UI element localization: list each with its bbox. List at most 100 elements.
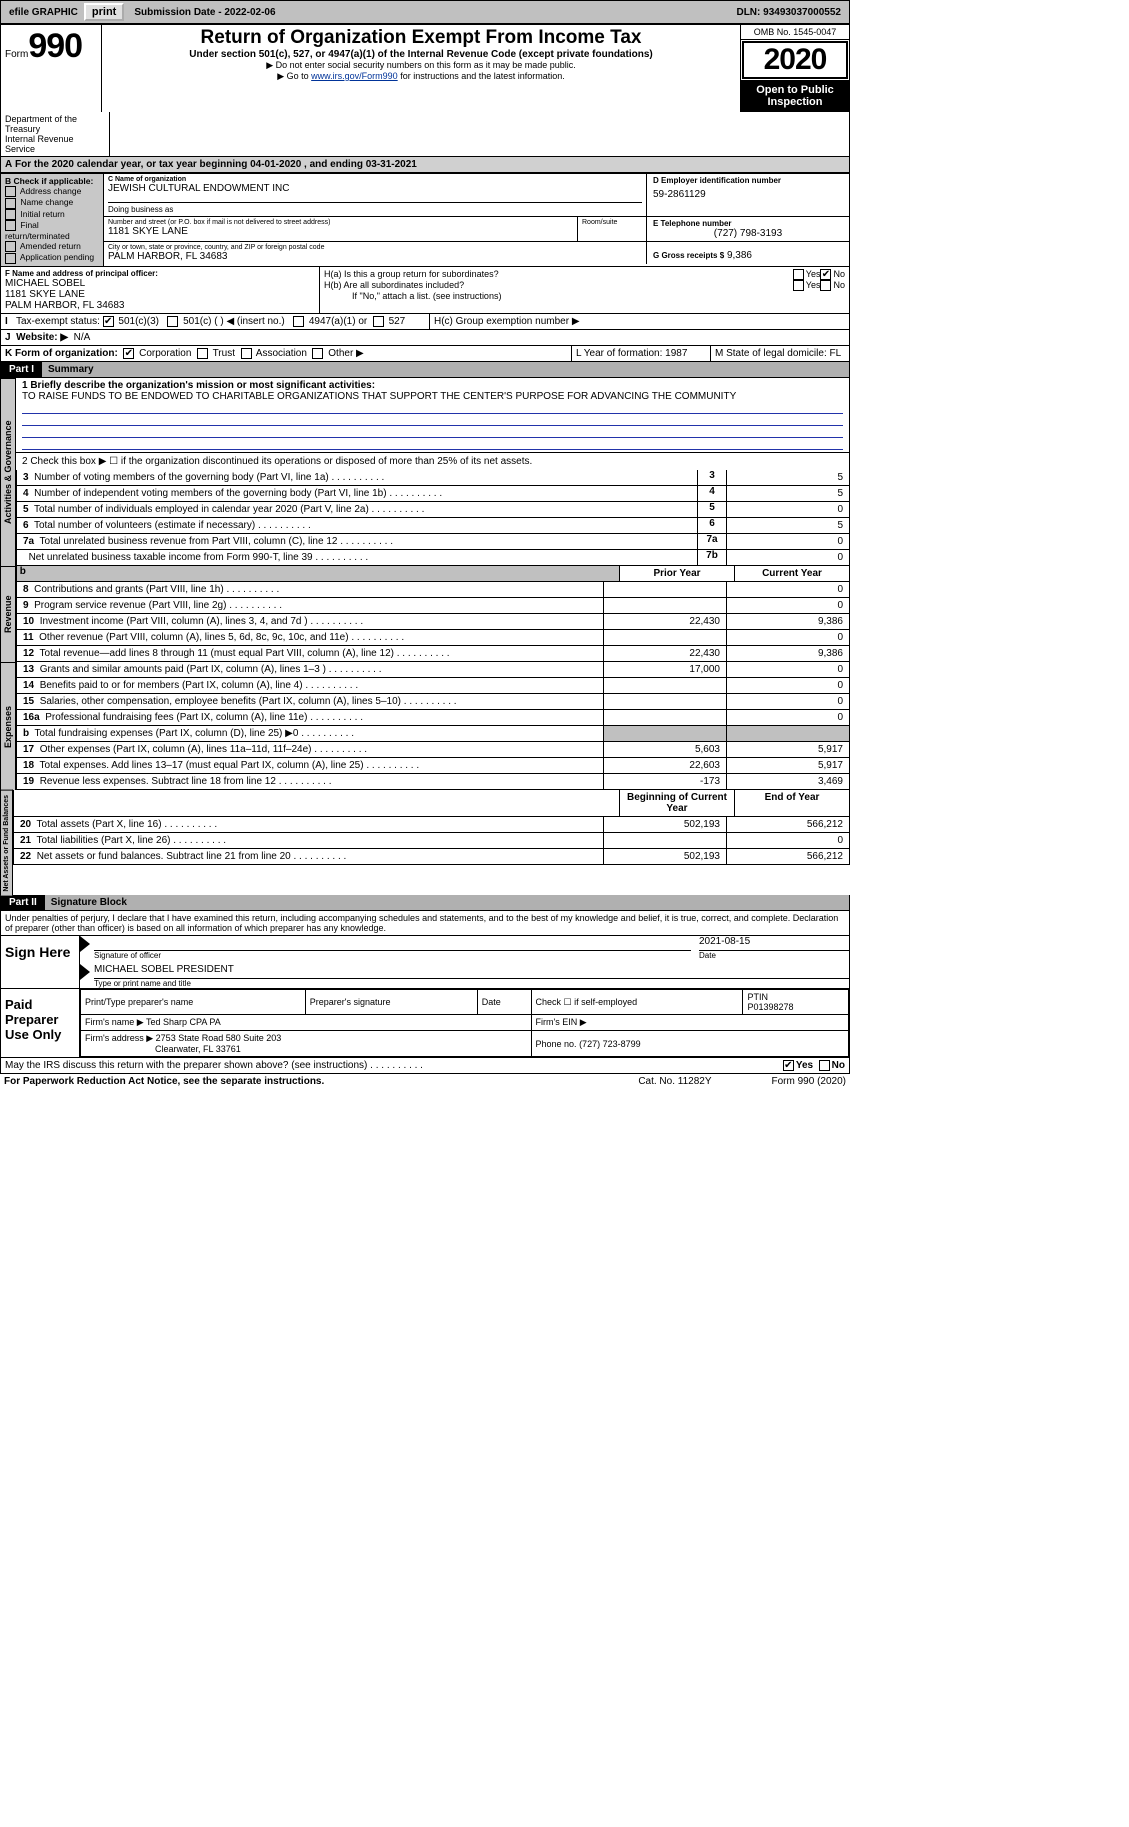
d-label: D Employer identification number — [653, 176, 781, 185]
k-trust[interactable] — [197, 348, 208, 359]
curr-hdr: Current Year — [734, 566, 849, 581]
table-row: 12 Total revenue—add lines 8 through 11 … — [16, 646, 850, 662]
sig-officer-label: Signature of officer — [94, 951, 691, 960]
ha-no[interactable] — [820, 269, 831, 280]
table-row: 10 Investment income (Part VIII, column … — [16, 614, 850, 630]
table-row: 9 Program service revenue (Part VIII, li… — [16, 598, 850, 614]
table-row: 14 Benefits paid to or for members (Part… — [16, 678, 850, 694]
table-row: 3 Number of voting members of the govern… — [16, 470, 850, 486]
table-row: 17 Other expenses (Part IX, column (A), … — [16, 742, 850, 758]
begin-hdr: Beginning of Current Year — [619, 790, 734, 816]
part2-title: Signature Block — [45, 895, 849, 910]
firm-phone: (727) 723-8799 — [579, 1039, 641, 1049]
omb: OMB No. 1545-0047 — [741, 25, 849, 40]
exp-label: Expenses — [0, 662, 16, 790]
hc-label: H(c) Group exemption number ▶ — [430, 314, 849, 329]
end-hdr: End of Year — [734, 790, 849, 816]
officer-addr1: 1181 SKYE LANE — [5, 289, 315, 300]
k-corp[interactable] — [123, 348, 134, 359]
discuss-no[interactable] — [819, 1060, 830, 1071]
tax-year: 2020 — [742, 41, 848, 79]
irs-link[interactable]: www.irs.gov/Form990 — [311, 71, 398, 81]
b-checkbox[interactable]: Initial return — [5, 209, 99, 220]
q2: 2 Check this box ▶ ☐ if the organization… — [16, 453, 850, 470]
subdate-label: Submission Date - 2022-02-06 — [128, 7, 281, 18]
hb-no[interactable] — [820, 280, 831, 291]
footer-cat: Cat. No. 11282Y — [638, 1076, 711, 1087]
website: N/A — [74, 332, 91, 343]
firm-address: 2753 State Road 580 Suite 203 — [156, 1033, 282, 1043]
b-checkbox[interactable]: Name change — [5, 197, 99, 208]
room-suite-label: Room/suite — [578, 217, 647, 241]
q1: 1 Briefly describe the organization's mi… — [22, 380, 843, 391]
printed-label: Type or print name and title — [94, 979, 849, 988]
ein: 59-2861129 — [653, 185, 843, 200]
sign-arrow-icon — [80, 936, 90, 952]
paid-preparer-label: Paid Preparer Use Only — [1, 989, 80, 1057]
page-title: Return of Organization Exempt From Incom… — [106, 27, 736, 49]
name-arrow-icon — [80, 964, 90, 980]
efile-label: efile GRAPHIC — [3, 7, 84, 18]
irs-discuss: May the IRS discuss this return with the… — [5, 1060, 783, 1071]
part1-header: Part I — [1, 362, 42, 377]
mission: TO RAISE FUNDS TO BE ENDOWED TO CHARITAB… — [22, 391, 843, 402]
i-527[interactable] — [373, 316, 384, 327]
gov-label: Activities & Governance — [0, 378, 16, 566]
table-row: b Total fundraising expenses (Part IX, c… — [16, 726, 850, 742]
k-assoc[interactable] — [241, 348, 252, 359]
form-number: 990 — [28, 27, 82, 65]
k-other[interactable] — [312, 348, 323, 359]
city-state: PALM HARBOR, FL 34683 — [108, 251, 642, 262]
table-row: 19 Revenue less expenses. Subtract line … — [16, 774, 850, 790]
hb-label: H(b) Are all subordinates included? — [324, 280, 793, 291]
table-row: 11 Other revenue (Part VIII, column (A),… — [16, 630, 850, 646]
hb-yes[interactable] — [793, 280, 804, 291]
table-row: 6 Total number of volunteers (estimate i… — [16, 518, 850, 534]
dept: Department of the Treasury Internal Reve… — [1, 112, 110, 156]
declaration: Under penalties of perjury, I declare th… — [0, 911, 850, 936]
print-button[interactable]: print — [84, 3, 124, 21]
net-label: Net Assets or Fund Balances — [0, 790, 13, 896]
prior-hdr: Prior Year — [619, 566, 734, 581]
footer-form: Form 990 (2020) — [772, 1076, 846, 1087]
table-row: 18 Total expenses. Add lines 13–17 (must… — [16, 758, 850, 774]
rev-label: Revenue — [0, 566, 16, 662]
printed-name: MICHAEL SOBEL PRESIDENT — [94, 964, 849, 979]
note2: ▶ Go to www.irs.gov/Form990 for instruct… — [106, 71, 736, 82]
form-word: Form — [5, 49, 28, 60]
i-501c[interactable] — [167, 316, 178, 327]
preparer-table: Print/Type preparer's namePreparer's sig… — [80, 989, 849, 1057]
hb-note: If "No," attach a list. (see instruction… — [324, 291, 845, 301]
i-4947[interactable] — [293, 316, 304, 327]
officer-addr2: PALM HARBOR, FL 34683 — [5, 300, 315, 311]
dln: DLN: 93493037000552 — [736, 7, 847, 18]
officer-name: MICHAEL SOBEL — [5, 278, 315, 289]
table-row: 16a Professional fundraising fees (Part … — [16, 710, 850, 726]
gross-receipts: 9,386 — [727, 250, 752, 261]
phone: (727) 798-3193 — [653, 228, 843, 239]
table-row: 20 Total assets (Part X, line 16)502,193… — [13, 817, 850, 833]
i-label: Tax-exempt status: — [16, 316, 100, 327]
street-address: 1181 SKYE LANE — [108, 226, 573, 237]
table-row: 4 Number of independent voting members o… — [16, 486, 850, 502]
footer-left: For Paperwork Reduction Act Notice, see … — [4, 1076, 324, 1087]
ha-label: H(a) Is this a group return for subordin… — [324, 269, 793, 280]
i-501c3[interactable] — [103, 316, 114, 327]
subtitle: Under section 501(c), 527, or 4947(a)(1)… — [106, 49, 736, 60]
ha-yes[interactable] — [793, 269, 804, 280]
table-row: 13 Grants and similar amounts paid (Part… — [16, 662, 850, 678]
b-checkbox[interactable]: Amended return — [5, 241, 99, 252]
sig-date: 2021-08-15 — [699, 936, 849, 951]
box-b: B Check if applicable: Address change Na… — [1, 174, 104, 266]
open-to-public: Open to Public Inspection — [741, 80, 849, 112]
l-year: L Year of formation: 1987 — [571, 346, 710, 361]
discuss-yes[interactable] — [783, 1060, 794, 1071]
b-checkbox[interactable]: Application pending — [5, 252, 99, 263]
b-checkbox[interactable]: Address change — [5, 186, 99, 197]
firm-name: Ted Sharp CPA PA — [146, 1017, 221, 1027]
b-checkbox[interactable]: Final return/terminated — [5, 220, 99, 241]
table-row: 7a Total unrelated business revenue from… — [16, 534, 850, 550]
part1-title: Summary — [42, 362, 849, 377]
table-row: 15 Salaries, other compensation, employe… — [16, 694, 850, 710]
part2-header: Part II — [1, 895, 45, 910]
